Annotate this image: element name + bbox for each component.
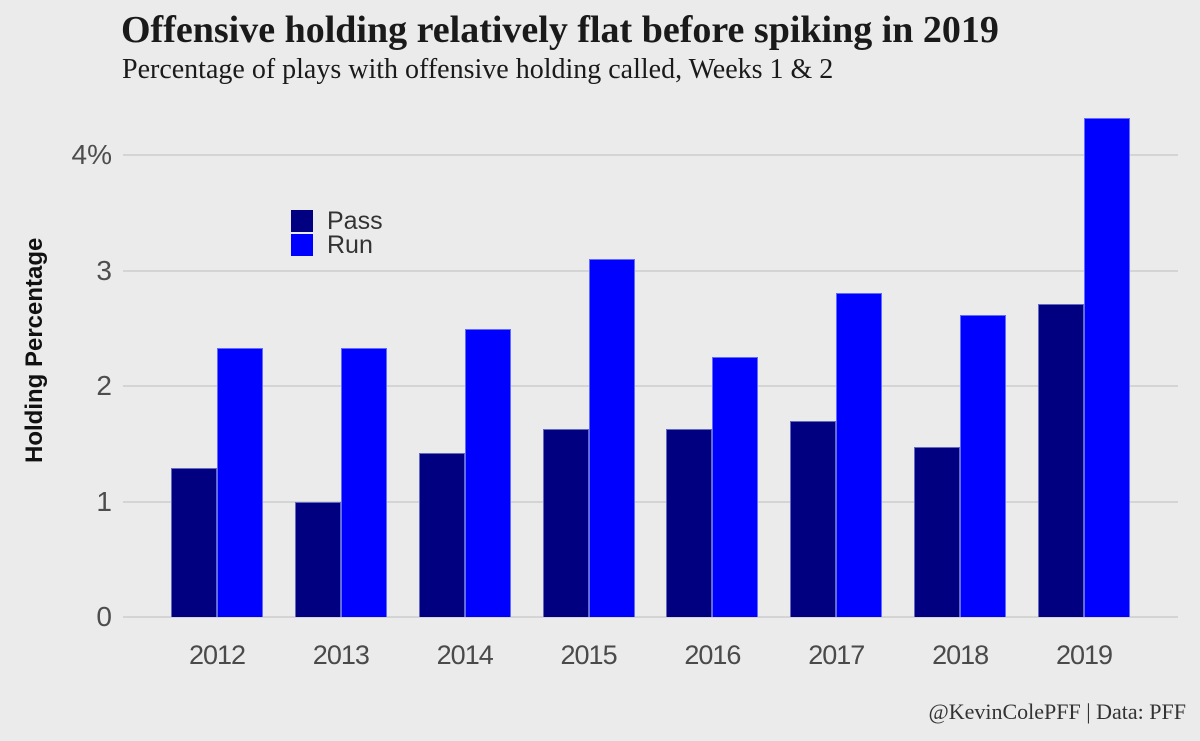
chart-subtitle: Percentage of plays with offensive holdi…	[122, 54, 834, 85]
bar-pass-2016	[666, 428, 713, 617]
legend-swatch-pass	[291, 210, 313, 232]
bar-pass-2015	[542, 428, 589, 617]
bar-run-2019	[1083, 118, 1130, 617]
bar-pass-2017	[790, 420, 837, 617]
x-tick-label-2015: 2015	[560, 640, 618, 670]
bar-run-2017	[836, 292, 883, 617]
bar-run-2014	[464, 328, 511, 617]
bar-pass-2019	[1037, 304, 1084, 617]
gridline-y3	[123, 269, 1178, 272]
legend: Pass Run	[291, 207, 383, 259]
bar-run-2018	[960, 314, 1007, 617]
x-tick-label-2013: 2013	[312, 640, 370, 670]
caption: @KevinColePFF | Data: PFF	[928, 699, 1186, 724]
x-tick-label-2014: 2014	[436, 640, 494, 670]
bar-run-2016	[712, 357, 759, 617]
bar-pass-2013	[294, 501, 341, 617]
y-tick-label-2: 2	[96, 370, 112, 402]
legend-swatch-run	[291, 234, 313, 256]
bar-pass-2012	[171, 468, 217, 617]
y-tick-label-3: 3	[96, 254, 112, 286]
y-tick-label-0: 0	[96, 601, 112, 632]
bar-pass-2018	[914, 447, 961, 617]
x-tick-label-2016: 2016	[684, 640, 741, 670]
x-tick-label-2017: 2017	[808, 640, 865, 670]
gridline-y1	[123, 500, 1178, 503]
x-tick-label-2012: 2012	[188, 640, 246, 670]
legend-label-run: Run	[327, 231, 373, 259]
legend-item-pass: Pass	[291, 207, 383, 235]
x-tick-label-2018: 2018	[932, 640, 989, 670]
bar-pass-2014	[418, 453, 465, 617]
gridline-y2	[123, 385, 1178, 388]
bar-run-2012	[217, 348, 263, 617]
legend-item-run: Run	[291, 231, 383, 259]
chart-title: Offensive holding relatively flat before…	[121, 9, 999, 51]
gridline-y0	[123, 616, 1178, 618]
y-tick-label-1: 1	[96, 485, 112, 517]
x-tick-label-2019: 2019	[1055, 640, 1113, 670]
plot-panel	[123, 100, 1178, 618]
gridline-y4	[123, 154, 1178, 157]
bar-run-2015	[588, 259, 635, 617]
legend-label-pass: Pass	[327, 207, 383, 235]
y-tick-label-4: 4%	[71, 139, 112, 171]
bar-run-2013	[340, 348, 387, 617]
